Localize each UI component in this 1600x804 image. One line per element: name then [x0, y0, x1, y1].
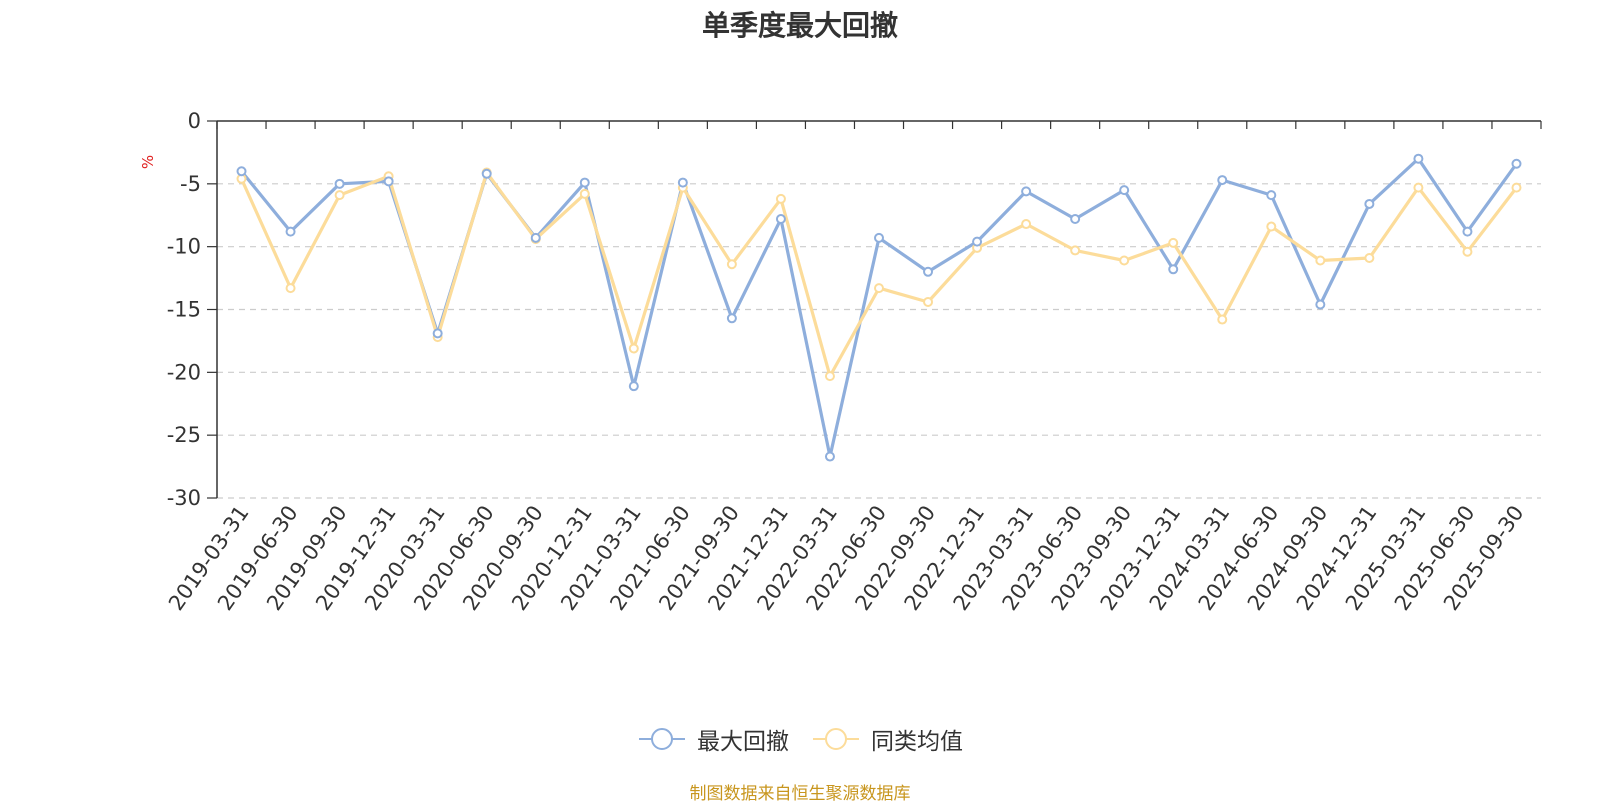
data-point-series-1	[1168, 264, 1179, 275]
y-tick-label: -5	[180, 172, 201, 196]
data-point-series-2	[726, 259, 737, 270]
legend-label: 最大回撤	[697, 729, 789, 755]
y-tick-label: -20	[167, 360, 201, 384]
y-tick-label: -10	[167, 235, 201, 259]
data-point-series-1	[972, 236, 983, 247]
data-point-series-1	[677, 177, 688, 188]
grid-lines	[217, 183, 1541, 499]
data-point-series-1	[874, 232, 884, 243]
legend-item-2[interactable]: 同类均值	[811, 722, 963, 756]
chart-title: 单季度最大回撤	[701, 9, 898, 42]
y-tick-label: -15	[167, 298, 201, 322]
source-note: 制图数据来自恒生聚源数据库	[689, 784, 911, 804]
data-point-series-2	[628, 343, 639, 354]
data-point-series-1	[432, 328, 443, 339]
data-point-series-2	[1364, 252, 1375, 263]
series-line-2	[240, 170, 1518, 378]
data-point-series-1	[334, 178, 345, 189]
data-point-series-2	[874, 283, 884, 294]
data-point-series-2	[1119, 255, 1130, 266]
data-point-series-2	[579, 188, 590, 199]
legend-item-1[interactable]: 最大回撤	[637, 722, 789, 756]
data-point-series-1	[383, 176, 394, 187]
data-point-series-1	[579, 177, 590, 188]
data-point-series-2	[1217, 314, 1228, 325]
legend: 最大回撤 同类均值	[0, 722, 1600, 756]
data-point-series-1	[1511, 158, 1522, 169]
data-point-series-1	[1217, 175, 1228, 186]
data-point-series-2	[285, 283, 296, 294]
data-point-series-2	[824, 371, 835, 382]
data-point-series-2	[1021, 219, 1032, 230]
series-lines	[240, 157, 1518, 459]
data-point-series-2	[1413, 182, 1424, 193]
data-point-series-1	[1021, 186, 1032, 197]
data-point-series-1	[1413, 153, 1424, 164]
y-tick-label: -30	[167, 486, 201, 510]
data-points	[236, 153, 1522, 462]
data-point-series-2	[1266, 221, 1277, 232]
data-point-series-2	[1315, 255, 1326, 266]
y-axis-unit-label: %	[139, 155, 157, 169]
data-point-series-1	[1070, 214, 1081, 225]
data-point-series-1	[628, 381, 639, 392]
data-point-series-1	[726, 313, 737, 324]
data-point-series-1	[236, 166, 247, 177]
data-point-series-1	[530, 232, 541, 243]
data-point-series-1	[824, 451, 835, 462]
data-point-series-1	[1119, 185, 1130, 196]
legend-label: 同类均值	[871, 729, 963, 755]
legend-marker-icon	[813, 728, 859, 750]
data-point-series-1	[1364, 198, 1375, 209]
data-point-series-2	[775, 193, 786, 204]
data-point-series-1	[285, 226, 296, 237]
data-point-series-1	[923, 266, 934, 277]
series-line-1	[240, 157, 1518, 459]
legend-marker-icon	[639, 728, 685, 750]
data-point-series-2	[923, 296, 934, 307]
data-point-series-2	[1168, 237, 1179, 248]
y-tick-label: 0	[188, 109, 201, 133]
data-point-series-1	[775, 214, 786, 225]
data-point-series-2	[334, 190, 345, 201]
y-tick-label: -25	[167, 423, 201, 447]
data-point-series-2	[1070, 245, 1081, 256]
data-point-series-1	[1266, 190, 1277, 201]
data-point-series-1	[1462, 226, 1473, 237]
data-point-series-2	[1511, 182, 1522, 193]
data-point-series-1	[1315, 299, 1326, 310]
data-point-series-1	[481, 168, 492, 179]
data-point-series-2	[1462, 246, 1473, 257]
